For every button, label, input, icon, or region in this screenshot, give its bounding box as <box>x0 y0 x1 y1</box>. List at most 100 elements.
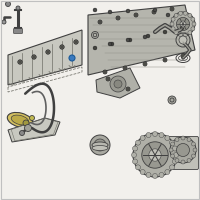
Circle shape <box>140 169 145 174</box>
Circle shape <box>116 16 120 20</box>
Circle shape <box>18 60 22 64</box>
Circle shape <box>175 138 179 142</box>
Circle shape <box>166 13 170 17</box>
Circle shape <box>175 158 179 162</box>
Circle shape <box>174 152 179 158</box>
Circle shape <box>2 20 6 24</box>
Circle shape <box>133 146 138 151</box>
Circle shape <box>69 55 75 61</box>
Circle shape <box>133 133 177 177</box>
Circle shape <box>183 33 187 37</box>
Circle shape <box>106 77 110 81</box>
Circle shape <box>179 36 187 44</box>
Circle shape <box>23 120 29 126</box>
Circle shape <box>170 22 174 26</box>
Circle shape <box>30 116 35 120</box>
Circle shape <box>108 10 112 14</box>
Circle shape <box>103 70 107 74</box>
Circle shape <box>179 33 183 37</box>
Circle shape <box>169 140 174 145</box>
Circle shape <box>132 152 136 158</box>
Circle shape <box>172 146 177 151</box>
Circle shape <box>123 66 127 70</box>
Circle shape <box>146 172 151 177</box>
Circle shape <box>136 165 141 170</box>
Circle shape <box>153 8 157 12</box>
Circle shape <box>94 139 106 151</box>
FancyBboxPatch shape <box>164 136 198 170</box>
Circle shape <box>126 87 130 91</box>
Circle shape <box>24 124 32 132</box>
Circle shape <box>188 13 192 17</box>
Circle shape <box>134 13 138 17</box>
Circle shape <box>165 136 170 141</box>
Circle shape <box>174 13 178 17</box>
Circle shape <box>110 76 126 92</box>
Circle shape <box>153 173 158 178</box>
Circle shape <box>171 17 175 21</box>
Circle shape <box>187 158 191 162</box>
Circle shape <box>142 142 168 168</box>
Circle shape <box>171 27 175 31</box>
Circle shape <box>46 50 50 54</box>
Circle shape <box>143 62 147 66</box>
Circle shape <box>126 38 130 42</box>
Circle shape <box>192 22 196 26</box>
Circle shape <box>133 159 138 164</box>
Circle shape <box>171 154 175 158</box>
Polygon shape <box>8 30 82 85</box>
Polygon shape <box>88 5 195 75</box>
Polygon shape <box>8 118 60 142</box>
Circle shape <box>179 11 183 15</box>
Circle shape <box>90 135 110 155</box>
Circle shape <box>180 21 186 27</box>
Circle shape <box>74 40 78 44</box>
Circle shape <box>170 137 196 163</box>
Circle shape <box>171 142 175 146</box>
Circle shape <box>168 96 176 104</box>
Circle shape <box>169 148 173 152</box>
Circle shape <box>110 42 114 46</box>
Circle shape <box>146 133 151 138</box>
Circle shape <box>188 31 192 35</box>
Circle shape <box>169 165 174 170</box>
Circle shape <box>187 138 191 142</box>
Circle shape <box>183 11 187 15</box>
Circle shape <box>177 144 190 156</box>
Ellipse shape <box>11 115 29 125</box>
Ellipse shape <box>7 112 33 128</box>
Circle shape <box>20 130 24 136</box>
Circle shape <box>16 6 20 10</box>
Circle shape <box>191 27 195 31</box>
Circle shape <box>143 35 147 39</box>
Circle shape <box>136 140 141 145</box>
Circle shape <box>159 172 164 177</box>
Circle shape <box>149 149 161 161</box>
Circle shape <box>180 26 184 30</box>
Circle shape <box>92 31 98 38</box>
Circle shape <box>6 1 10 6</box>
Circle shape <box>146 34 150 38</box>
Circle shape <box>114 80 122 88</box>
Circle shape <box>176 17 190 31</box>
Circle shape <box>159 133 164 138</box>
Circle shape <box>174 31 178 35</box>
Circle shape <box>93 46 97 50</box>
FancyBboxPatch shape <box>14 29 22 33</box>
Circle shape <box>153 132 158 136</box>
Circle shape <box>108 42 112 46</box>
Circle shape <box>32 55 36 59</box>
Circle shape <box>191 142 195 146</box>
Circle shape <box>60 45 64 49</box>
Circle shape <box>93 8 97 12</box>
Circle shape <box>181 160 185 164</box>
Ellipse shape <box>92 142 108 148</box>
Circle shape <box>128 38 132 42</box>
Circle shape <box>191 17 195 21</box>
Circle shape <box>171 12 195 36</box>
Circle shape <box>181 136 185 140</box>
Circle shape <box>126 9 130 13</box>
Circle shape <box>140 136 145 141</box>
Circle shape <box>181 54 185 58</box>
Circle shape <box>163 30 167 34</box>
